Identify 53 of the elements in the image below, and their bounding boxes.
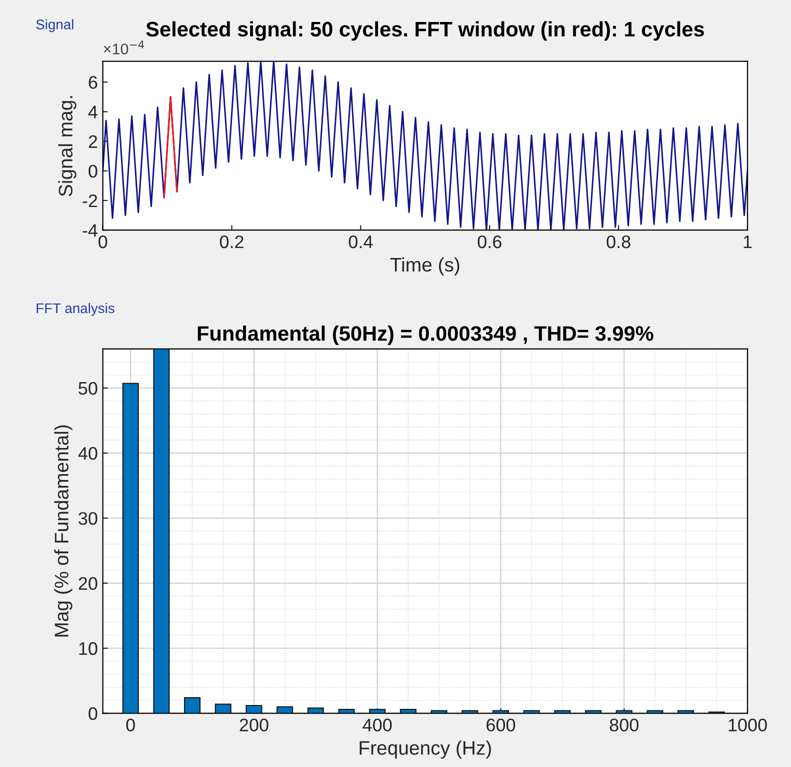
bar [616, 710, 632, 714]
y-tick-label: 20 [78, 577, 98, 590]
x-axis-title: Time (s) [390, 257, 460, 276]
bar [122, 382, 139, 714]
x-tick-label: 1 [744, 236, 752, 248]
y-axis-title: Mag (% of Fundamental) [54, 425, 72, 637]
x-tick-label: 0 [98, 235, 108, 248]
y-tick-label: 40 [78, 447, 98, 460]
y-tick-label: 0 [88, 707, 98, 720]
x-tick-label: 1000 [728, 718, 767, 732]
y-tick-label: 50 [78, 382, 98, 395]
line-series [102, 61, 748, 230]
text: FFT analysis [36, 302, 114, 316]
y-tick-label: 0 [88, 164, 98, 178]
bar [462, 710, 478, 714]
x-tick-label: 600 [486, 718, 516, 732]
bar [338, 708, 355, 714]
y-tick-label: 6 [88, 76, 98, 89]
x-tick-label: 0.6 [478, 235, 502, 248]
bar [153, 348, 170, 714]
x-tick-label: 400 [362, 718, 392, 732]
bar [492, 710, 509, 714]
chart-title: Selected signal: 50 cycles. FFT window (in red): 1 cycles [146, 21, 704, 41]
x-tick-label: 200 [240, 718, 268, 732]
bar [554, 710, 571, 714]
y-tick-label: 2 [88, 135, 98, 148]
chart-title: Fundamental (50Hz) = 0.0003349 , THD= 3.99% [198, 326, 654, 345]
bar [646, 710, 664, 714]
x-tick-label: 0 [126, 718, 135, 732]
x-tick-label: 0.2 [220, 235, 244, 248]
y-tick-label: 30 [78, 512, 98, 525]
bar [678, 710, 694, 714]
bar [369, 708, 386, 714]
x-tick-label: 0.8 [606, 235, 630, 248]
text: ×10$^{−4}$ [104, 40, 144, 54]
bar [184, 697, 201, 714]
bar [430, 710, 448, 714]
y-tick-label: -2 [82, 194, 98, 208]
bar [523, 710, 540, 714]
bar [246, 704, 262, 714]
x-tick-label: 0.4 [348, 235, 373, 248]
bar [585, 710, 602, 714]
bar [307, 708, 324, 714]
y-tick-label: -4 [82, 224, 98, 237]
bar [276, 706, 294, 714]
x-axis-title: Frequency (Hz) [360, 740, 491, 759]
y-axis-title: Signal mag. [58, 96, 76, 196]
y-tick-label: 4 [88, 106, 98, 118]
x-tick-label: 800 [610, 718, 638, 732]
bar [400, 708, 416, 714]
bar [214, 704, 232, 714]
y-tick-label: 10 [79, 642, 98, 655]
text: Signal [36, 19, 74, 32]
